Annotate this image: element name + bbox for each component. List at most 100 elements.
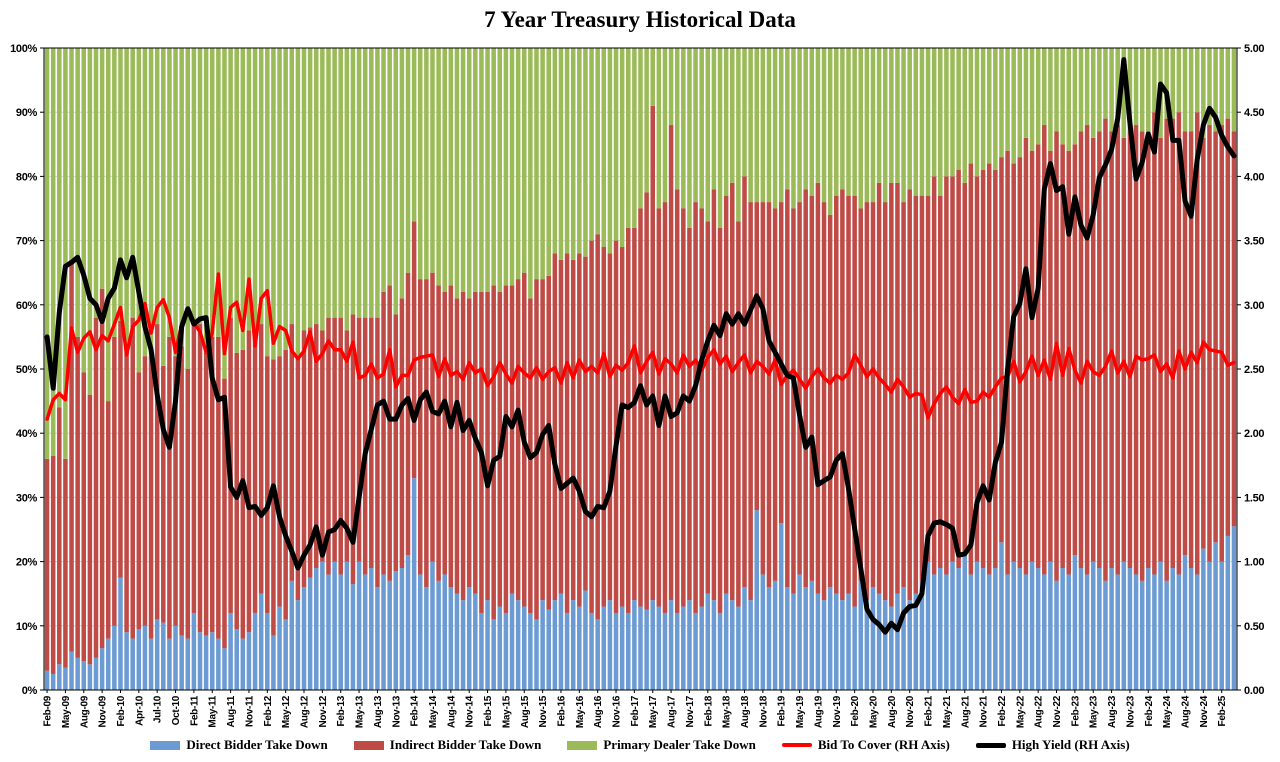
svg-text:3.50: 3.50 (1244, 236, 1264, 248)
legend-label-direct-bidder: Direct Bidder Take Down (186, 737, 328, 752)
svg-text:Aug-09: Aug-09 (79, 695, 90, 728)
svg-text:Nov-17: Nov-17 (685, 695, 696, 727)
treasury-chart-plot: 0% 10% 20% 30% 40% 50% 60% 70% 80% 90% 100% 0.00 0.5… (10, 43, 1265, 728)
svg-text:Feb-09: Feb-09 (43, 695, 54, 726)
svg-text:0.00: 0.00 (1244, 685, 1264, 697)
svg-text:Aug-20: Aug-20 (887, 695, 898, 728)
legend-item-bid-to-cover: Bid To Cover (RH Axis) (781, 737, 950, 753)
primary-dealer-swatch (567, 740, 598, 750)
indirect-bidder-swatch (353, 740, 384, 750)
svg-text:Aug-15: Aug-15 (520, 695, 531, 728)
svg-text:Aug-12: Aug-12 (300, 695, 311, 728)
svg-text:Nov-19: Nov-19 (832, 695, 843, 727)
svg-text:Aug-18: Aug-18 (740, 695, 751, 728)
svg-text:4.50: 4.50 (1244, 107, 1264, 119)
high-yield-swatch (975, 742, 1006, 748)
chart-title: 7 Year Treasury Historical Data (484, 7, 796, 32)
svg-text:50%: 50% (16, 364, 38, 376)
svg-text:Aug-22: Aug-22 (1034, 695, 1045, 728)
svg-text:Feb-16: Feb-16 (556, 695, 567, 726)
svg-text:May-11: May-11 (208, 695, 219, 727)
svg-text:May-15: May-15 (501, 695, 512, 728)
svg-text:30%: 30% (16, 492, 38, 504)
svg-text:70%: 70% (16, 236, 38, 248)
svg-text:90%: 90% (16, 107, 38, 119)
svg-text:Feb-25: Feb-25 (1217, 695, 1228, 726)
svg-text:Nov-12: Nov-12 (318, 695, 329, 727)
svg-text:Feb-12: Feb-12 (263, 695, 274, 726)
svg-text:Nov-23: Nov-23 (1125, 695, 1136, 727)
svg-text:Nov-15: Nov-15 (538, 695, 549, 727)
legend-item-indirect-bidder: Indirect Bidder Take Down (353, 737, 542, 753)
svg-text:May-17: May-17 (648, 695, 659, 728)
svg-text:Nov-24: Nov-24 (1199, 695, 1210, 727)
svg-text:Aug-17: Aug-17 (667, 695, 678, 728)
legend-label-indirect-bidder: Indirect Bidder Take Down (389, 737, 542, 752)
svg-text:Aug-19: Aug-19 (813, 695, 824, 728)
svg-text:Nov-09: Nov-09 (98, 695, 109, 727)
svg-text:Aug-16: Aug-16 (593, 695, 604, 728)
svg-text:May-14: May-14 (428, 695, 439, 728)
svg-text:Feb-23: Feb-23 (1070, 695, 1081, 726)
svg-text:May-23: May-23 (1089, 695, 1100, 728)
svg-text:2.50: 2.50 (1244, 364, 1264, 376)
svg-text:Feb-19: Feb-19 (777, 695, 788, 726)
direct-bidder-swatch (150, 740, 181, 750)
legend-label-high-yield: High Yield (RH Axis) (1011, 737, 1130, 752)
svg-text:Feb-11: Feb-11 (189, 695, 200, 726)
svg-text:May-22: May-22 (1015, 695, 1026, 728)
svg-text:Feb-24: Feb-24 (1144, 695, 1155, 726)
svg-text:1.00: 1.00 (1244, 557, 1264, 569)
svg-text:Nov-21: Nov-21 (979, 695, 990, 727)
svg-text:Feb-17: Feb-17 (630, 695, 641, 726)
svg-text:Nov-20: Nov-20 (905, 695, 916, 727)
svg-text:Aug-14: Aug-14 (446, 695, 457, 728)
svg-text:Nov-13: Nov-13 (391, 695, 402, 727)
svg-text:20%: 20% (16, 557, 38, 569)
svg-text:0%: 0% (22, 685, 38, 697)
svg-text:May-24: May-24 (1162, 695, 1173, 728)
svg-text:Nov-11: Nov-11 (244, 695, 255, 727)
svg-text:Nov-16: Nov-16 (612, 695, 623, 727)
chart-legend: Direct Bidder Take Down Indirect Bidder … (0, 732, 1280, 758)
svg-text:May-21: May-21 (942, 695, 953, 728)
legend-item-high-yield: High Yield (RH Axis) (975, 737, 1130, 753)
svg-text:1.50: 1.50 (1244, 492, 1264, 504)
svg-text:Nov-14: Nov-14 (465, 695, 476, 727)
svg-text:Jul-10: Jul-10 (153, 695, 164, 723)
svg-text:May-18: May-18 (722, 695, 733, 728)
svg-text:Feb-10: Feb-10 (116, 695, 127, 726)
legend-label-primary-dealer: Primary Dealer Take Down (603, 737, 756, 752)
svg-text:Feb-20: Feb-20 (850, 695, 861, 726)
svg-text:May-20: May-20 (868, 695, 879, 728)
svg-text:May-13: May-13 (355, 695, 366, 728)
svg-text:Feb-21: Feb-21 (924, 695, 935, 726)
svg-text:4.00: 4.00 (1244, 171, 1264, 183)
svg-text:100%: 100% (10, 43, 37, 55)
svg-text:Nov-18: Nov-18 (758, 695, 769, 727)
svg-text:40%: 40% (16, 428, 38, 440)
svg-text:Aug-21: Aug-21 (960, 695, 971, 728)
svg-text:60%: 60% (16, 300, 38, 312)
svg-text:10%: 10% (16, 621, 38, 633)
svg-text:Aug-23: Aug-23 (1107, 695, 1118, 728)
svg-text:3.00: 3.00 (1244, 300, 1264, 312)
svg-text:0.50: 0.50 (1244, 621, 1264, 633)
svg-text:2.00: 2.00 (1244, 428, 1264, 440)
svg-text:Feb-22: Feb-22 (997, 695, 1008, 726)
svg-text:May-12: May-12 (281, 695, 292, 728)
svg-text:May-19: May-19 (795, 695, 806, 728)
svg-text:Feb-14: Feb-14 (410, 695, 421, 726)
svg-text:May-09: May-09 (61, 695, 72, 728)
svg-text:May-16: May-16 (575, 695, 586, 728)
svg-text:Nov-22: Nov-22 (1052, 695, 1063, 727)
svg-text:80%: 80% (16, 171, 38, 183)
svg-text:Feb-18: Feb-18 (703, 695, 714, 726)
svg-text:Aug-24: Aug-24 (1180, 695, 1191, 728)
svg-text:Feb-15: Feb-15 (483, 695, 494, 726)
legend-item-primary-dealer: Primary Dealer Take Down (567, 737, 756, 753)
svg-text:Aug-11: Aug-11 (226, 695, 237, 727)
legend-item-direct-bidder: Direct Bidder Take Down (150, 737, 328, 753)
svg-text:5.00: 5.00 (1244, 43, 1264, 55)
